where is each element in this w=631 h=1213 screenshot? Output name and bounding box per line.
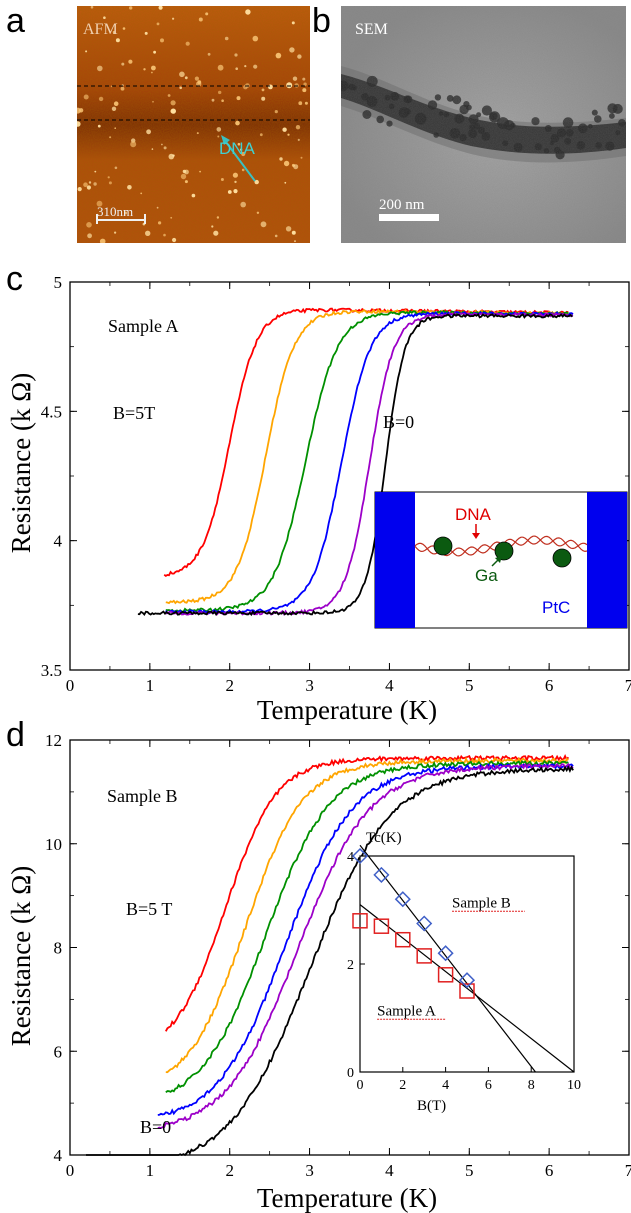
inset-marker-square [416, 948, 432, 964]
series-line [165, 311, 574, 615]
inset-ga-label: Ga [475, 566, 498, 585]
afm-particles [77, 6, 308, 243]
inset-marker-square [373, 918, 390, 934]
y-tick-label: 10 [45, 835, 62, 854]
panel-c-x-axis-label: Temperature (K) [257, 695, 437, 725]
afm-scale-label: 310nm [97, 204, 133, 219]
chart-panel-c: 0 1 2 3 4 5 6 7 3.5 4 4.5 5 Temperature (K) Resista… [6, 273, 631, 725]
inset-series-label-b: Sample B [452, 895, 511, 911]
inset-y-tick-label: 0 [347, 1066, 354, 1081]
dna-arrow-head [221, 135, 230, 145]
inset-marker-diamond [416, 915, 433, 932]
panel-c-high-field-label: B=5T [113, 403, 155, 423]
inset-marker-diamond [458, 972, 476, 989]
panel-d-y-axis-label: Resistance (k Ω) [6, 866, 36, 1047]
inset-x-tick-label: 10 [567, 1078, 581, 1093]
inset-marker-diamond [394, 891, 411, 908]
inset-marker-square [459, 983, 475, 999]
left-electrode [375, 492, 415, 628]
series-line [157, 762, 574, 1129]
x-tick-label: 4 [385, 676, 394, 695]
panel-letter-c: c [6, 260, 23, 298]
afm-image: DNA AFM 310nm [77, 6, 310, 243]
x-tick-label: 2 [225, 1161, 234, 1180]
panel-c-zero-field-label: B=0 [383, 412, 414, 432]
y-tick-label: 12 [45, 731, 62, 750]
panel-letter-b: b [312, 2, 331, 40]
ga-particle [494, 541, 514, 561]
panel-letter-d: d [6, 716, 25, 754]
x-tick-label: 3 [305, 676, 314, 695]
inset-y-tick-label: 2 [347, 958, 354, 973]
ga-particle [433, 536, 453, 556]
panel-c-sample-label: Sample A [108, 316, 179, 336]
y-tick-label: 4 [54, 1146, 63, 1165]
inset-marker-square [437, 967, 454, 983]
inset-marker-diamond [437, 945, 454, 962]
y-tick-label: 3.5 [41, 661, 62, 680]
inset-series-label-a: Sample A [377, 1003, 436, 1019]
ga-particle [552, 548, 572, 568]
panel-d-high-field-label: B=5 T [126, 899, 172, 919]
inset-title: Tc(K) [366, 830, 402, 846]
inset-x-tick-label: 6 [485, 1078, 492, 1093]
y-tick-label: 5 [54, 273, 63, 292]
inset-y-tick-label: 4 [347, 850, 354, 865]
inset-marker-diamond [373, 866, 390, 883]
panel-letter-a: a [6, 2, 25, 40]
inset-frame [359, 855, 575, 1073]
panel-d-x-axis-label: Temperature (K) [257, 1183, 437, 1213]
x-tick-label: 0 [66, 676, 75, 695]
series-line [86, 765, 574, 1157]
x-tick-label: 5 [465, 1161, 474, 1180]
inset-marker-square [395, 931, 411, 948]
series-line [165, 753, 570, 1032]
y-tick-label: 4.5 [41, 402, 62, 421]
inset-marker-diamond [351, 847, 369, 865]
inset-x-axis-label: B(T) [417, 1098, 446, 1114]
afm-scale-bar [97, 219, 145, 221]
x-tick-label: 7 [625, 676, 631, 695]
x-tick-label: 0 [66, 1161, 75, 1180]
series-line [165, 759, 569, 1094]
inset-ptc-label: PtC [542, 598, 570, 617]
sem-image: SEM 200 nm [341, 6, 626, 243]
afm-label: AFM [83, 21, 118, 38]
x-tick-label: 4 [385, 1161, 394, 1180]
x-tick-label: 2 [225, 676, 234, 695]
y-tick-label: 6 [54, 1042, 63, 1061]
right-electrode [587, 492, 627, 628]
inset-marker-square [352, 913, 368, 929]
x-tick-label: 7 [625, 1161, 631, 1180]
x-tick-label: 5 [465, 676, 474, 695]
x-tick-label: 1 [146, 1161, 155, 1180]
inset-x-tick-label: 0 [357, 1078, 364, 1093]
inset-x-tick-label: 8 [528, 1078, 535, 1093]
panel-d-sample-label: Sample B [107, 786, 178, 806]
x-tick-label: 6 [545, 676, 554, 695]
x-tick-label: 3 [305, 1161, 314, 1180]
panel-c-inset: DNA Ga PtC [374, 491, 628, 629]
sem-scale-label: 200 nm [379, 197, 425, 213]
dna-arrow [222, 137, 256, 182]
inset-x-tick-label: 2 [399, 1078, 406, 1093]
dna-label: DNA [219, 139, 256, 158]
inset-dna-label: DNA [455, 505, 492, 524]
sem-label: SEM [355, 21, 388, 38]
x-tick-label: 1 [146, 676, 155, 695]
y-tick-label: 4 [54, 532, 63, 551]
panel-c-y-axis-label: Resistance (k Ω) [6, 373, 36, 554]
panel-d-zero-field-label: B=0 [140, 1117, 171, 1137]
x-tick-label: 6 [545, 1161, 554, 1180]
inset-x-tick-label: 4 [442, 1078, 449, 1093]
sem-scale-bar [379, 214, 439, 221]
series-line [137, 312, 573, 617]
y-tick-label: 8 [54, 939, 63, 958]
